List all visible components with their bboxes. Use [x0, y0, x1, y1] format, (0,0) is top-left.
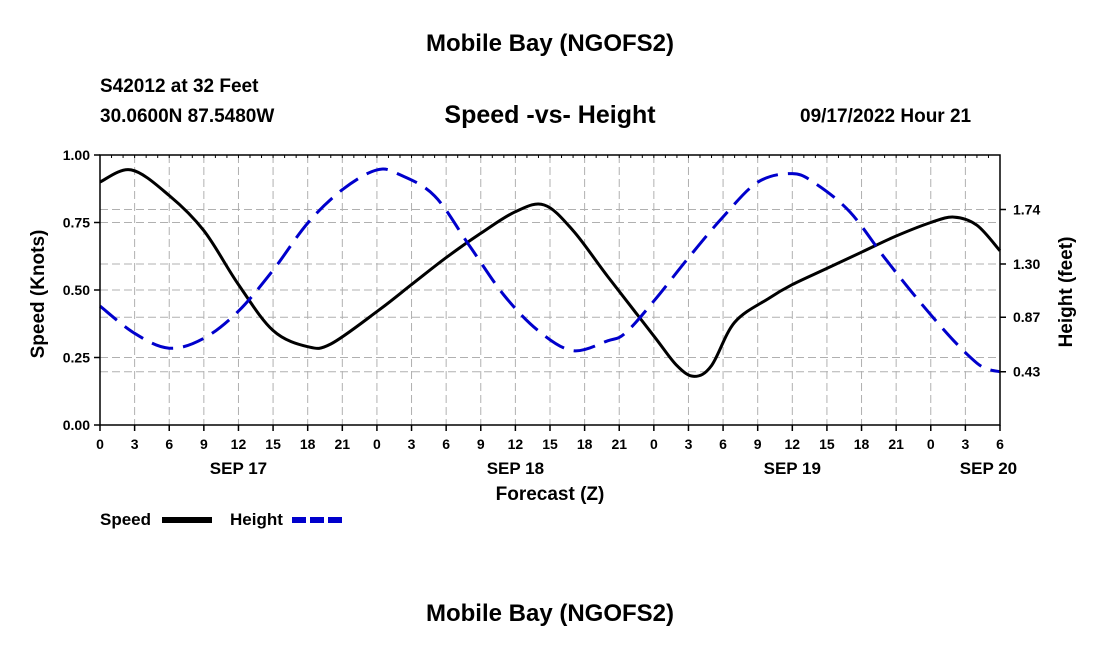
- x-tick-label: 12: [508, 436, 524, 452]
- x-tick-label: 15: [819, 436, 835, 452]
- x-tick-label: 6: [165, 436, 173, 452]
- x-tick-label: 3: [685, 436, 693, 452]
- y2-tick-label: 0.43: [1013, 364, 1040, 380]
- grid-layer: [100, 155, 1000, 425]
- x-tick-label: 18: [300, 436, 316, 452]
- x-date-label: SEP 19: [764, 459, 821, 478]
- y2-tick-label: 1.30: [1013, 256, 1040, 272]
- chart-title: Speed -vs- Height: [444, 101, 656, 129]
- run-time-label: 09/17/2022 Hour 21: [800, 106, 972, 127]
- x-tick-label: 3: [408, 436, 416, 452]
- page-title: Mobile Bay (NGOFS2): [425, 30, 675, 57]
- x-tick-label: 9: [754, 436, 762, 452]
- x-tick-label: 15: [265, 436, 281, 452]
- x-tick-label: 12: [785, 436, 801, 452]
- x-tick-label: 21: [335, 436, 351, 452]
- x-tick-label: 0: [96, 436, 104, 452]
- x-tick-label: 6: [996, 436, 1004, 452]
- x-tick-label: 18: [577, 436, 593, 452]
- x-tick-label: 18: [854, 436, 870, 452]
- footer-title: Mobile Bay (NGOFS2): [425, 600, 675, 627]
- y-tick-label: 0.25: [63, 350, 90, 366]
- x-tick-label: 3: [961, 436, 969, 452]
- x-date-label: SEP 18: [487, 459, 544, 478]
- y-tick-label: 1.00: [63, 147, 90, 163]
- height-line: [99, 167, 1001, 374]
- x-tick-label: 0: [927, 436, 935, 452]
- y2-tick-label: 1.74: [1013, 201, 1040, 217]
- legend-label-height: Height: [230, 510, 283, 529]
- y-tick-label: 0.00: [63, 417, 90, 433]
- y-tick-label: 0.75: [63, 215, 90, 231]
- y-axis-title: Speed (Knots): [28, 230, 49, 359]
- x-tick-label: 9: [200, 436, 208, 452]
- station-label: S42012 at 32 Feet: [100, 76, 259, 97]
- x-tick-label: 6: [719, 436, 727, 452]
- x-date-label: SEP 17: [210, 459, 267, 478]
- axis-labels: 0 3 6 9 12 15 18 21 0 3 6 9 12 15 18 21 0 3 6 9 12 15 18 21 0 3 6 S…: [28, 147, 1077, 505]
- x-axis-title: Forecast (Z): [496, 484, 605, 505]
- x-tick-label: 0: [650, 436, 658, 452]
- x-tick-label: 12: [231, 436, 247, 452]
- x-tick-label: 3: [131, 436, 139, 452]
- axis-ticks: [94, 154, 1006, 431]
- x-tick-label: 0: [373, 436, 381, 452]
- legend: Speed Height: [100, 510, 342, 529]
- x-date-label: SEP 20: [960, 459, 1017, 478]
- speed-line: [99, 168, 1002, 378]
- y2-axis-title: Height (feet): [1056, 237, 1077, 348]
- x-tick-label: 21: [611, 436, 627, 452]
- y2-tick-label: 0.87: [1013, 309, 1040, 325]
- x-tick-label: 15: [542, 436, 558, 452]
- x-tick-label: 6: [442, 436, 450, 452]
- x-tick-label: 9: [477, 436, 485, 452]
- coordinates-label: 30.0600N 87.5480W: [100, 106, 275, 127]
- x-tick-label: 21: [888, 436, 904, 452]
- series-layer: [99, 167, 1002, 378]
- legend-label-speed: Speed: [100, 510, 151, 529]
- y-tick-label: 0.50: [63, 282, 90, 298]
